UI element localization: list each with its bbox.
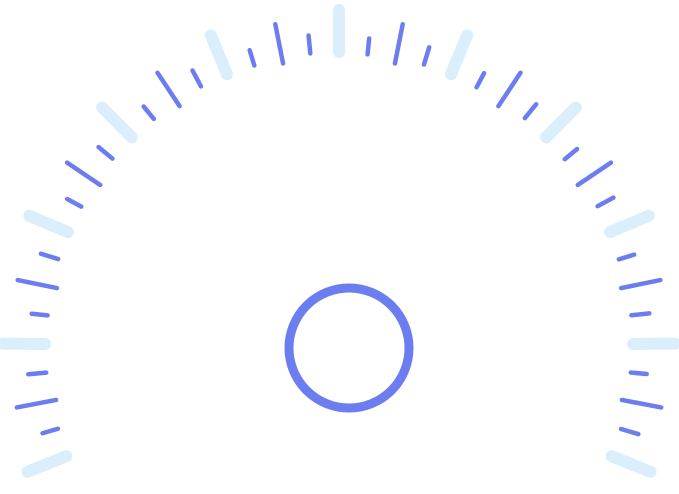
minor-tick [273, 22, 286, 66]
major-tick [540, 101, 582, 144]
minor-tick [38, 251, 61, 262]
minor-tick [522, 101, 539, 121]
minor-tick [575, 160, 614, 188]
minor-tick [616, 252, 637, 262]
minor-tick [247, 47, 257, 68]
minor-tick [64, 160, 103, 188]
minor-tick [26, 370, 49, 377]
minor-tick [15, 277, 60, 291]
minor-tick [190, 68, 204, 89]
minor-tick [421, 45, 432, 67]
minor-tick [96, 144, 115, 161]
minor-tick [619, 397, 664, 410]
minor-tick [595, 195, 616, 209]
minor-tick [29, 311, 50, 318]
minor-tick [40, 426, 61, 436]
minor-tick [155, 70, 182, 109]
gauge-ticks [0, 4, 679, 478]
major-tick [204, 29, 233, 81]
minor-tick [14, 397, 59, 410]
major-tick [96, 101, 138, 144]
major-tick [445, 29, 474, 81]
minor-tick [474, 70, 487, 90]
minor-tick [365, 36, 372, 57]
minor-tick [618, 277, 663, 291]
major-tick [21, 450, 73, 478]
major-tick [23, 209, 74, 239]
minor-tick [306, 33, 313, 56]
minor-tick [141, 104, 157, 122]
major-tick [604, 209, 655, 239]
minor-tick [64, 196, 84, 209]
minor-tick [496, 70, 523, 109]
center-ring-icon [284, 283, 414, 413]
major-tick [605, 450, 657, 478]
minor-tick [628, 370, 649, 377]
minor-tick [618, 426, 641, 437]
minor-tick [629, 311, 652, 318]
minor-tick [562, 146, 580, 162]
minor-tick [392, 22, 405, 66]
